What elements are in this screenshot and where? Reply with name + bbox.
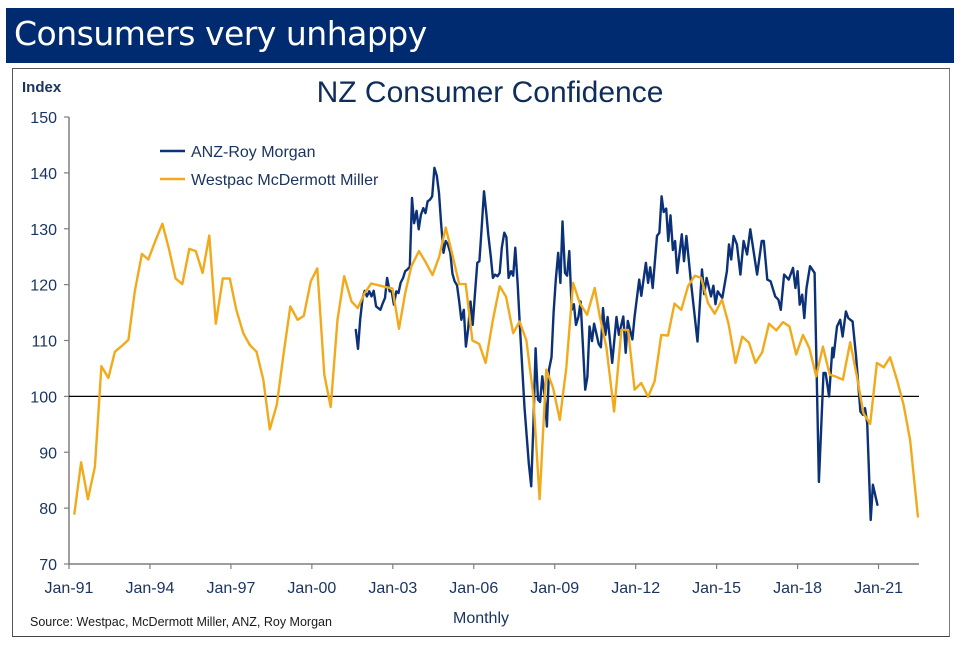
x-tick-label: Jan-91 — [45, 580, 94, 597]
x-tick-label: Jan-12 — [611, 580, 660, 597]
x-tick-label: Jan-94 — [125, 580, 174, 597]
legend-label-anz-roy-morgan: ANZ-Roy Morgan — [191, 144, 315, 161]
x-tick-label: Jan-15 — [692, 580, 741, 597]
series-lines — [73, 166, 920, 522]
x-tick-label: Jan-18 — [773, 580, 822, 597]
legend: ANZ-Roy Morgan Westpac McDermott Miller — [160, 144, 379, 189]
x-tick-label: Jan-97 — [206, 580, 255, 597]
y-tick-label: 110 — [31, 334, 57, 351]
x-axis-label: Monthly — [453, 610, 509, 627]
source-note: Source: Westpac, McDermott Miller, ANZ, … — [30, 615, 332, 629]
slide-heading: Consumers very unhappy — [14, 14, 427, 53]
y-tick-label: 80 — [39, 501, 57, 518]
x-tick-label: Jan-21 — [854, 580, 903, 597]
x-tick-label: Jan-09 — [530, 580, 579, 597]
x-tick-label: Jan-00 — [287, 580, 336, 597]
y-tick-label: 90 — [39, 445, 57, 462]
series-line-westpac-mcdermott-miller — [73, 222, 920, 518]
series-line-anz-roy-morgan — [354, 166, 879, 522]
y-tick-label: 100 — [30, 389, 57, 406]
legend-label-westpac-mcdermott-miller: Westpac McDermott Miller — [191, 172, 379, 189]
x-tick-label: Jan-03 — [368, 580, 417, 597]
chart-frame — [12, 68, 950, 637]
y-tick-label: 120 — [30, 278, 57, 295]
axes: 70 80 90 100 110 120 130 140 150 Jan-91 Jan-94 Jan-… — [30, 110, 919, 597]
y-tick-label: 140 — [30, 166, 57, 183]
y-axis-label: Index — [22, 79, 62, 96]
y-tick-label: 70 — [39, 557, 57, 574]
y-tick-label: 150 — [30, 110, 57, 127]
x-tick-label: Jan-06 — [449, 580, 498, 597]
y-tick-label: 130 — [30, 222, 57, 239]
chart-title: NZ Consumer Confidence — [317, 76, 664, 109]
slide-header-bar: Consumers very unhappy — [6, 8, 954, 63]
